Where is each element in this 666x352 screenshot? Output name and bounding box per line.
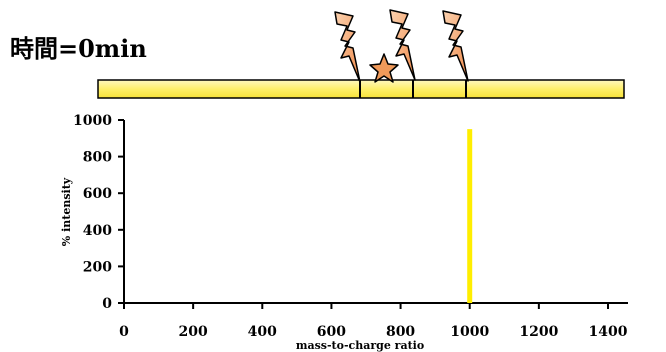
y-tick-label: 400 bbox=[83, 223, 112, 239]
x-tick-label: 1200 bbox=[519, 324, 558, 340]
lightning-bolt-icon bbox=[389, 9, 416, 81]
y-axis-label: % intensity bbox=[60, 177, 73, 246]
y-tick-label: 200 bbox=[83, 259, 112, 275]
y-tick-label: 600 bbox=[83, 186, 112, 202]
y-ticks: 0 200 400 600 800 1000 bbox=[73, 113, 124, 312]
x-tick-label: 1000 bbox=[450, 324, 489, 340]
x-tick-label: 0 bbox=[119, 324, 129, 340]
lightning-bolt-icon bbox=[442, 10, 469, 82]
y-tick-label: 800 bbox=[83, 150, 112, 166]
x-tick-label: 800 bbox=[386, 324, 415, 340]
lightning-bolt-icon bbox=[334, 11, 361, 83]
x-tick-label: 400 bbox=[248, 324, 277, 340]
x-tick-label: 200 bbox=[179, 324, 208, 340]
x-ticks: 0 200 400 600 800 1000 1200 1400 bbox=[119, 303, 628, 340]
x-axis-label: mass-to-charge ratio bbox=[296, 339, 424, 352]
time-label: 時間=0min bbox=[10, 34, 147, 63]
x-tick-label: 1400 bbox=[589, 324, 628, 340]
y-tick-label: 0 bbox=[102, 296, 112, 312]
star-icon bbox=[369, 53, 399, 83]
spectrum-chart: 0 200 400 600 800 1000 0 200 400 600 800 1000 1200 1… bbox=[60, 113, 628, 352]
y-tick-label: 1000 bbox=[73, 113, 112, 129]
peptide-diagram bbox=[97, 9, 625, 99]
x-tick-label: 600 bbox=[317, 324, 346, 340]
